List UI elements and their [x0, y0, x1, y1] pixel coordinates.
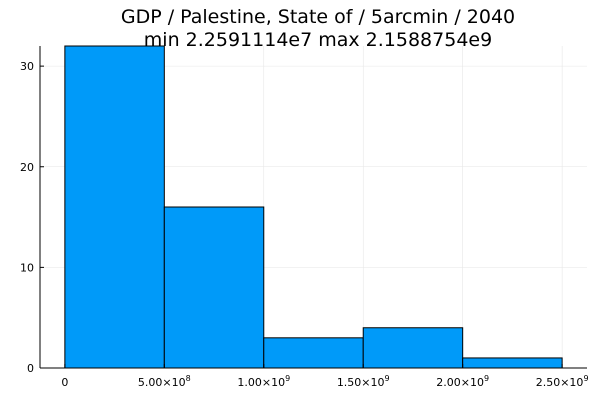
histogram-bar-3	[362, 327, 464, 369]
bars	[64, 45, 563, 369]
histogram-bar-0	[64, 45, 165, 369]
tick-labels: 0 5.00×108 1.00×109 1.50×109 2.00×109 2.50×10…	[20, 60, 589, 389]
x-tick-label-2: 1.00×109	[237, 374, 290, 389]
axes	[39, 46, 587, 369]
y-tick-label-1: 10	[20, 261, 34, 274]
chart-title-line1: GDP / Palestine, State of / 5arcmin / 20…	[121, 6, 515, 28]
histogram-bar-2	[263, 337, 364, 369]
histogram-bar-1	[163, 206, 265, 369]
y-tick-label-3: 30	[20, 60, 34, 73]
x-tick-label-5: 2.50×109	[536, 374, 589, 389]
x-tick-label-4: 2.00×109	[436, 374, 489, 389]
x-tick-label-1: 5.00×108	[138, 374, 191, 389]
y-tick-label-0: 0	[27, 362, 34, 375]
x-tick-label-0: 0	[61, 376, 68, 389]
histogram-bar-4	[462, 357, 563, 369]
x-tick-label-3: 1.50×109	[337, 374, 390, 389]
y-tick-label-2: 20	[20, 161, 34, 174]
chart-title-line2: min 2.2591114e7 max 2.1588754e9	[144, 29, 492, 51]
